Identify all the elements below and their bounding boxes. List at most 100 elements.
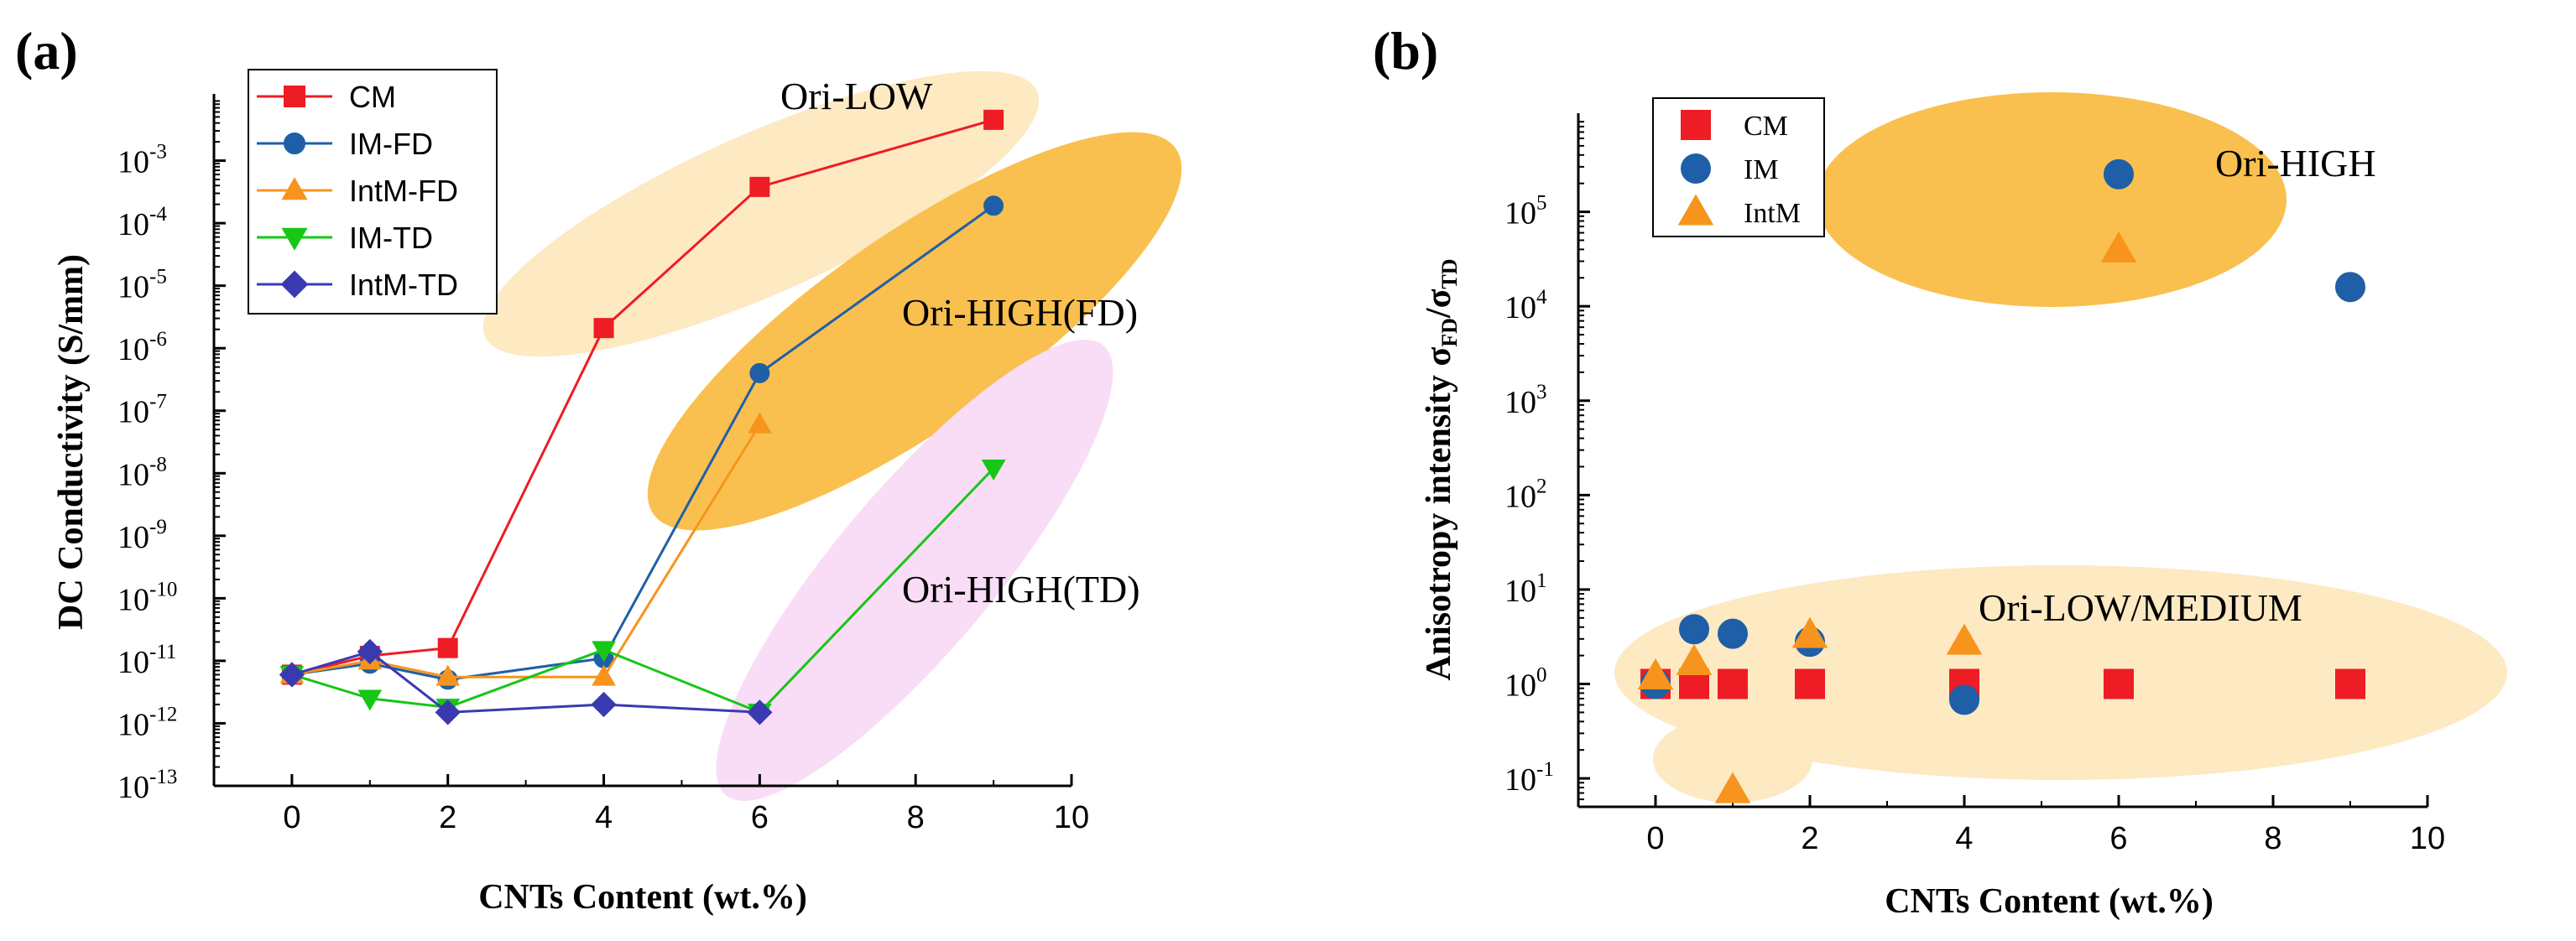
point-cm (983, 109, 1004, 130)
ori-high-region (1817, 92, 2287, 307)
y-tick-label: 10-6 (117, 328, 167, 367)
legend-marker-cm (1681, 110, 1711, 140)
y-tick-label: 10-8 (117, 453, 167, 492)
ori-low-medium-lobe (1653, 715, 1812, 803)
legend-label-cm: CM (349, 80, 396, 114)
y-tick-label: 10-1 (1504, 758, 1554, 798)
point-intm-td (435, 699, 461, 725)
point-cm (593, 318, 614, 339)
legend-marker-cm (284, 86, 305, 107)
x-tick-label: 8 (907, 800, 925, 835)
legend-b: CM IM IntM (1652, 97, 1825, 237)
ori-low-medium-region (1614, 565, 2507, 780)
panel-b-label: (b) (1373, 21, 1438, 81)
point-cm (1718, 668, 1748, 699)
x-tick-label: 0 (1646, 821, 1664, 856)
point-intm-fd (592, 664, 616, 686)
x-tick-label: 10 (1054, 800, 1089, 835)
x-axis-title: CNTs Content (wt.%) (478, 878, 807, 917)
point-intm (1637, 658, 1674, 690)
ori-low-medium-label: Ori-LOW/MEDIUM (1979, 586, 2302, 629)
y-tick-label: 10-4 (117, 203, 167, 242)
x-tick-label: 0 (283, 800, 300, 835)
x-tick-label: 6 (2109, 821, 2127, 856)
y-axis-title: Anisotropy intensity σFD/σTD (1420, 258, 1462, 680)
legend-marker-intm-fd (281, 177, 308, 200)
x-tick-label: 8 (2264, 821, 2281, 856)
point-im (1679, 614, 1709, 645)
y-tick-label: 10-11 (117, 641, 176, 680)
point-im-td (592, 641, 616, 663)
point-cm (749, 176, 770, 197)
y-axis-title: DC Conductivity (S/mm) (52, 254, 91, 630)
x-tick-label: 4 (1955, 821, 1973, 856)
legend-label-intm: IntM (1744, 198, 1801, 229)
ori-low-label: Ori-LOW (780, 75, 933, 117)
point-intm (1791, 616, 1828, 648)
point-im (1949, 684, 1979, 715)
point-intm (2100, 231, 2137, 263)
x-tick-label: 6 (751, 800, 769, 835)
legend-label-intm-td: IntM-TD (349, 268, 458, 302)
series-line-cm (291, 118, 994, 676)
ori-high-label: Ori-HIGH (2215, 142, 2376, 185)
legend-label-intm-fd: IntM-FD (349, 174, 458, 208)
y-tick-label: 10-7 (117, 391, 167, 430)
point-intm (1946, 623, 1983, 655)
legend-a: CM IM-FD IntM-FD IM-TD IntM-TD (248, 69, 498, 315)
point-intm-fd (435, 664, 461, 686)
y-tick-label: 10-10 (117, 578, 177, 617)
point-im-fd (749, 362, 770, 383)
point-intm-td (591, 691, 617, 718)
x-tick-label: 2 (1801, 821, 1818, 856)
series-line-im-td (291, 467, 995, 715)
point-im-fd (983, 195, 1004, 216)
point-cm (1795, 668, 1825, 699)
point-cm (437, 637, 458, 658)
point-im-td (357, 689, 383, 711)
ori-high-fd-region (647, 132, 1182, 531)
panel-a: (a) 10-13 10-12 10-11 10-10 10-9 10-8 10-7 10-6 1… (15, 21, 1182, 917)
point-cm (2335, 668, 2365, 699)
ori-high-fd-label: Ori-HIGH(FD) (902, 291, 1138, 334)
legend-label-im-td: IM-TD (349, 221, 433, 255)
ori-high-td-region (716, 340, 1113, 801)
point-intm-td (357, 638, 383, 665)
point-cm (2104, 668, 2134, 699)
point-im (2104, 159, 2134, 190)
legend-marker-intm-td (280, 270, 309, 299)
series-line-im-fd (291, 205, 994, 681)
point-intm-td (279, 662, 305, 688)
y-tick-label: 100 (1504, 664, 1547, 704)
x-tick-label: 2 (439, 800, 456, 835)
y-tick-label: 103 (1504, 381, 1547, 420)
y-tick-label: 104 (1504, 286, 1547, 325)
point-intm-td (747, 699, 773, 725)
point-intm (1676, 644, 1713, 676)
legend-marker-intm (1677, 194, 1714, 226)
x-tick-label: 4 (595, 800, 613, 835)
panel-b: (b) 10-1 100 101 102 103 104 105 0 2 4 6 8 10 CNTs Con… (1373, 21, 2507, 921)
y-tick-label: 10-5 (117, 266, 167, 305)
point-intm (1714, 772, 1751, 803)
panel-a-label: (a) (15, 21, 78, 81)
legend-marker-im (1681, 153, 1711, 184)
ori-low-region (482, 70, 1040, 357)
y-tick-label: 10-3 (117, 141, 167, 180)
y-tick-label: 10-9 (117, 516, 167, 555)
legend-label-im-fd: IM-FD (349, 127, 433, 161)
legend-label-cm: CM (1744, 111, 1788, 142)
legend-marker-im-fd (284, 133, 305, 154)
ori-high-td-label: Ori-HIGH(TD) (902, 568, 1140, 611)
point-im (1718, 618, 1748, 649)
y-tick-label: 10-12 (117, 703, 177, 742)
x-axis-title: CNTs Content (wt.%) (1885, 882, 2214, 921)
y-tick-label: 105 (1504, 192, 1547, 231)
x-tick-label: 10 (2410, 821, 2445, 856)
y-tick-label: 10-13 (117, 766, 177, 805)
y-tick-label: 101 (1504, 569, 1547, 609)
legend-label-im: IM (1744, 154, 1779, 185)
point-im (2335, 272, 2365, 303)
y-tick-label: 102 (1504, 475, 1547, 514)
legend-marker-im-td (281, 227, 308, 251)
